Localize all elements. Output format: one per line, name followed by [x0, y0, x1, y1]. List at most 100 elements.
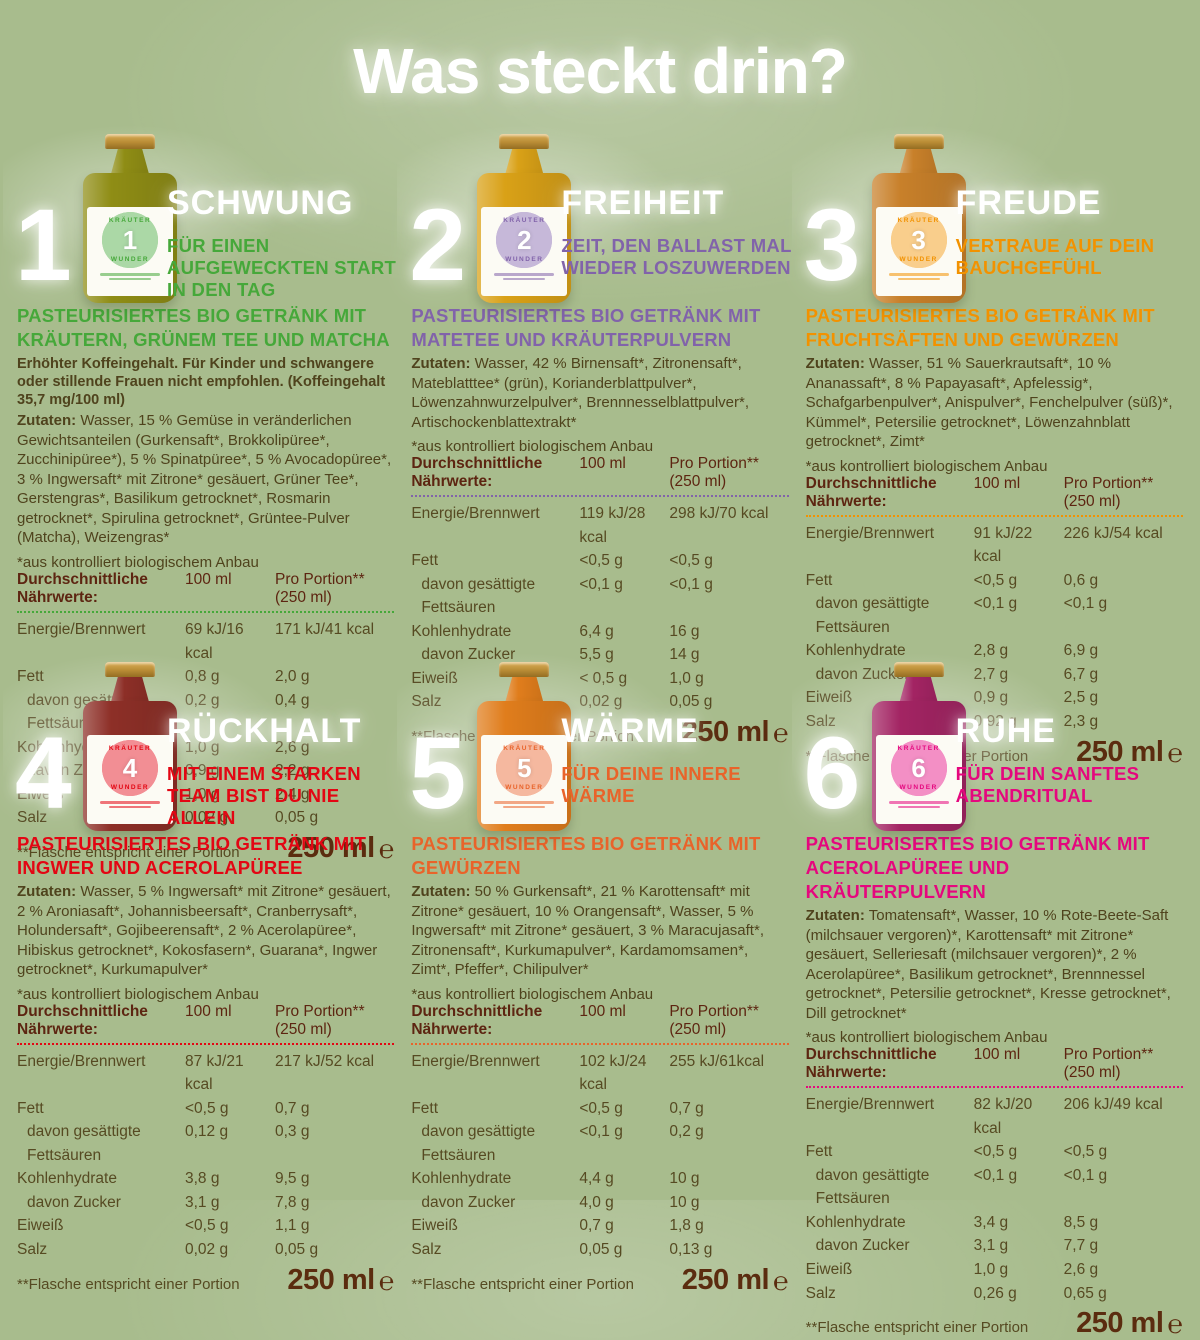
product-tagline: ZEIT, DEN BALLAST MAL WIEDER LOSZUWERDEN — [561, 235, 792, 279]
nutrition-footer: **Flasche entspricht einer Portion 250 m… — [17, 1264, 394, 1297]
nutrient-value-portion: 2,3 g — [1063, 712, 1099, 730]
column-header-100ml: 100 ml — [973, 474, 1021, 492]
nutrition-row: Eiweiß < 0,5 g 1,0 g — [411, 667, 788, 691]
nutrient-value-portion: 0,65 g — [1063, 1284, 1107, 1302]
bottle-image: KRÄUTER 5 WUNDER — [469, 662, 579, 831]
nutrition-row: Energie/Brennwert 69 kJ/16 kcal 171 kJ/41 … — [17, 618, 394, 665]
ingredients-paragraph: Zutaten: Tomatensaft*, Wasser, 10 % Rote… — [806, 906, 1183, 1023]
product-section: 5 KRÄUTER 5 WUNDER — [397, 630, 794, 1296]
nutrition-table: Durchschnittliche Nährwerte: 100 ml Pro … — [411, 1003, 789, 1297]
nutrient-value-portion: 0,3 g — [275, 1123, 310, 1141]
nutrient-label: Fett — [805, 571, 833, 589]
nutrient-value-portion: 206 kJ/49 kcal — [1063, 1096, 1163, 1114]
ingredients-text: Wasser, 5 % Ingwersaft* mit Zitrone* ges… — [17, 883, 391, 979]
nutrition-row: davon Zucker 4,0 g 10 g — [411, 1191, 788, 1215]
bottle-badge: KRÄUTER 1 WUNDER — [102, 212, 158, 268]
nutrient-label: Energie/Brennwert — [805, 1096, 935, 1114]
badge-text-bottom: WUNDER — [899, 784, 938, 791]
nutrient-value-portion: 2,0 g — [275, 668, 310, 686]
nutrient-value-portion: 6,7 g — [1063, 665, 1099, 683]
ingredients-paragraph: Zutaten: Wasser, 51 % Sauerkrautsaft*, 1… — [806, 354, 1183, 452]
column-header-portion: Pro Portion** (250 ml) — [1063, 474, 1154, 510]
nutrient-label: davon Zucker — [815, 665, 910, 683]
organic-note: *aus kontrolliert biologischem Anbau — [411, 985, 654, 1003]
nutrient-value-100ml: <0,5 g — [185, 1217, 229, 1235]
estimated-sign: ℮ — [1167, 737, 1183, 768]
badge-number: 4 — [122, 752, 138, 783]
nutrient-label: Eiweiß — [805, 689, 853, 707]
nutrition-row: Eiweiß 0,7 g 1,8 g — [411, 1214, 788, 1238]
nutrient-label: davon Zucker — [421, 1193, 516, 1211]
ingredients-paragraph: Zutaten: Wasser, 15 % Gemüse in veränder… — [17, 411, 394, 548]
ingredients-text: Tomatensaft*, Wasser, 10 % Rote-Beete-Sa… — [805, 907, 1171, 1022]
title-block: RUHE FÜR DEIN SANFTES ABENDRITUAL — [956, 712, 1191, 807]
nutrient-value-100ml: 1,0 g — [973, 1260, 1009, 1278]
nutrient-label: Kohlenhydrate — [411, 622, 512, 640]
bottle-cap — [105, 662, 155, 677]
nutrition-row: Salz 0,26 g 0,65 g — [806, 1282, 1183, 1306]
nutrient-value-portion: 0,4 g — [275, 691, 310, 709]
nutrient-label: Fett — [411, 552, 439, 570]
ingredients-label: Zutaten: — [805, 907, 865, 925]
fineprint-line — [494, 273, 555, 276]
product-section: 2 KRÄUTER 2 WUNDER — [397, 102, 794, 748]
nutrient-value-portion: 2,5 g — [1063, 689, 1099, 707]
nutrient-value-100ml: <0,1 g — [579, 575, 623, 593]
nutrient-value-100ml: 2,8 g — [973, 642, 1009, 660]
product-header: 2 KRÄUTER 2 WUNDER — [397, 102, 794, 332]
badge-number: 5 — [517, 752, 532, 783]
bottle-fineprint — [99, 271, 161, 282]
nutrient-value-portion: 0,7 g — [275, 1099, 310, 1117]
nutrient-value-100ml: 119 kJ/28 kcal — [579, 505, 646, 546]
product-description-heading: PASTEURISIERTES BIO GETRÄNK MIT FRUCHTSÄ… — [805, 305, 1155, 351]
bottle-fineprint — [888, 271, 949, 282]
bottle-label: KRÄUTER 3 WUNDER — [875, 207, 962, 296]
product-description-heading: PASTEURISERTES BIO GETRÄNK MIT ACEROLAPÜ… — [805, 833, 1150, 903]
product-number: 5 — [409, 716, 467, 830]
nutrient-value-portion: 8,5 g — [1063, 1213, 1099, 1231]
organic-note: *aus kontrolliert biologischem Anbau — [17, 553, 259, 571]
badge-text-bottom: WUNDER — [899, 256, 938, 263]
column-header-100ml: 100 ml — [185, 570, 232, 588]
badge-text-bottom: WUNDER — [505, 784, 544, 791]
nutrient-label: Salz — [805, 1284, 836, 1302]
nutrient-label: Salz — [411, 1240, 442, 1258]
bottle-cap — [499, 134, 550, 149]
product-tagline: FÜR DEINE INNERE WÄRME — [561, 763, 741, 807]
nutrient-value-portion: 226 kJ/54 kcal — [1063, 524, 1163, 542]
organic-note: *aus kontrolliert biologischem Anbau — [805, 457, 1048, 475]
nutrient-value-100ml: 3,8 g — [185, 1170, 220, 1188]
nutrient-value-100ml: 6,4 g — [579, 622, 614, 640]
nutrient-value-100ml: <0,5 g — [973, 571, 1018, 589]
product-header: 6 KRÄUTER 6 WUNDER — [791, 630, 1189, 860]
fineprint-line — [108, 805, 152, 808]
bottle-body: KRÄUTER 2 WUNDER — [477, 173, 572, 303]
ingredients-text: Wasser, 42 % Birnensaft*, Zitronensaft*,… — [411, 355, 750, 431]
product-name: FREIHEIT — [561, 184, 725, 222]
nutrition-row: davon Zucker 3,1 g 7,8 g — [17, 1191, 394, 1215]
product-header: 3 KRÄUTER 3 WUNDER — [791, 102, 1189, 332]
bottle-image: KRÄUTER 6 WUNDER — [864, 662, 974, 831]
nutrient-label: davon gesättigte Fettsäuren — [815, 1166, 930, 1208]
badge-text-top: KRÄUTER — [897, 217, 940, 224]
nutrition-row: Kohlenhydrate 3,8 g 9,5 g — [17, 1167, 394, 1191]
fineprint-line — [99, 801, 161, 804]
nutrient-value-portion: 217 kJ/52 kcal — [275, 1052, 375, 1070]
nutrition-table-header: Durchschnittliche Nährwerte: 100 ml Pro … — [17, 1003, 395, 1045]
nutrition-row: Fett <0,5 g 0,7 g — [17, 1097, 394, 1121]
nutrient-label: Fett — [805, 1143, 833, 1161]
badge-text-bottom: WUNDER — [505, 256, 544, 263]
bottle-neck — [111, 149, 149, 174]
product-tagline: FÜR EINEN AUFGEWECKTEN START IN DEN TAG — [167, 235, 397, 301]
nutrient-label: Eiweiß — [805, 1260, 853, 1278]
nutrient-value-portion: 16 g — [669, 622, 700, 640]
nutrient-value-portion: 0,05 g — [275, 1240, 319, 1258]
nutrition-table-header: Durchschnittliche Nährwerte: 100 ml Pro … — [805, 474, 1183, 517]
fineprint-line — [897, 277, 940, 280]
estimated-sign: ℮ — [773, 1265, 789, 1296]
nutrient-value-portion: 14 g — [669, 646, 700, 664]
organic-note: *aus kontrolliert biologischem Anbau — [17, 985, 259, 1003]
column-header-100ml: 100 ml — [973, 1046, 1021, 1064]
bottle-label: KRÄUTER 6 WUNDER — [875, 735, 962, 824]
volume-label: 250 ml — [287, 831, 375, 864]
